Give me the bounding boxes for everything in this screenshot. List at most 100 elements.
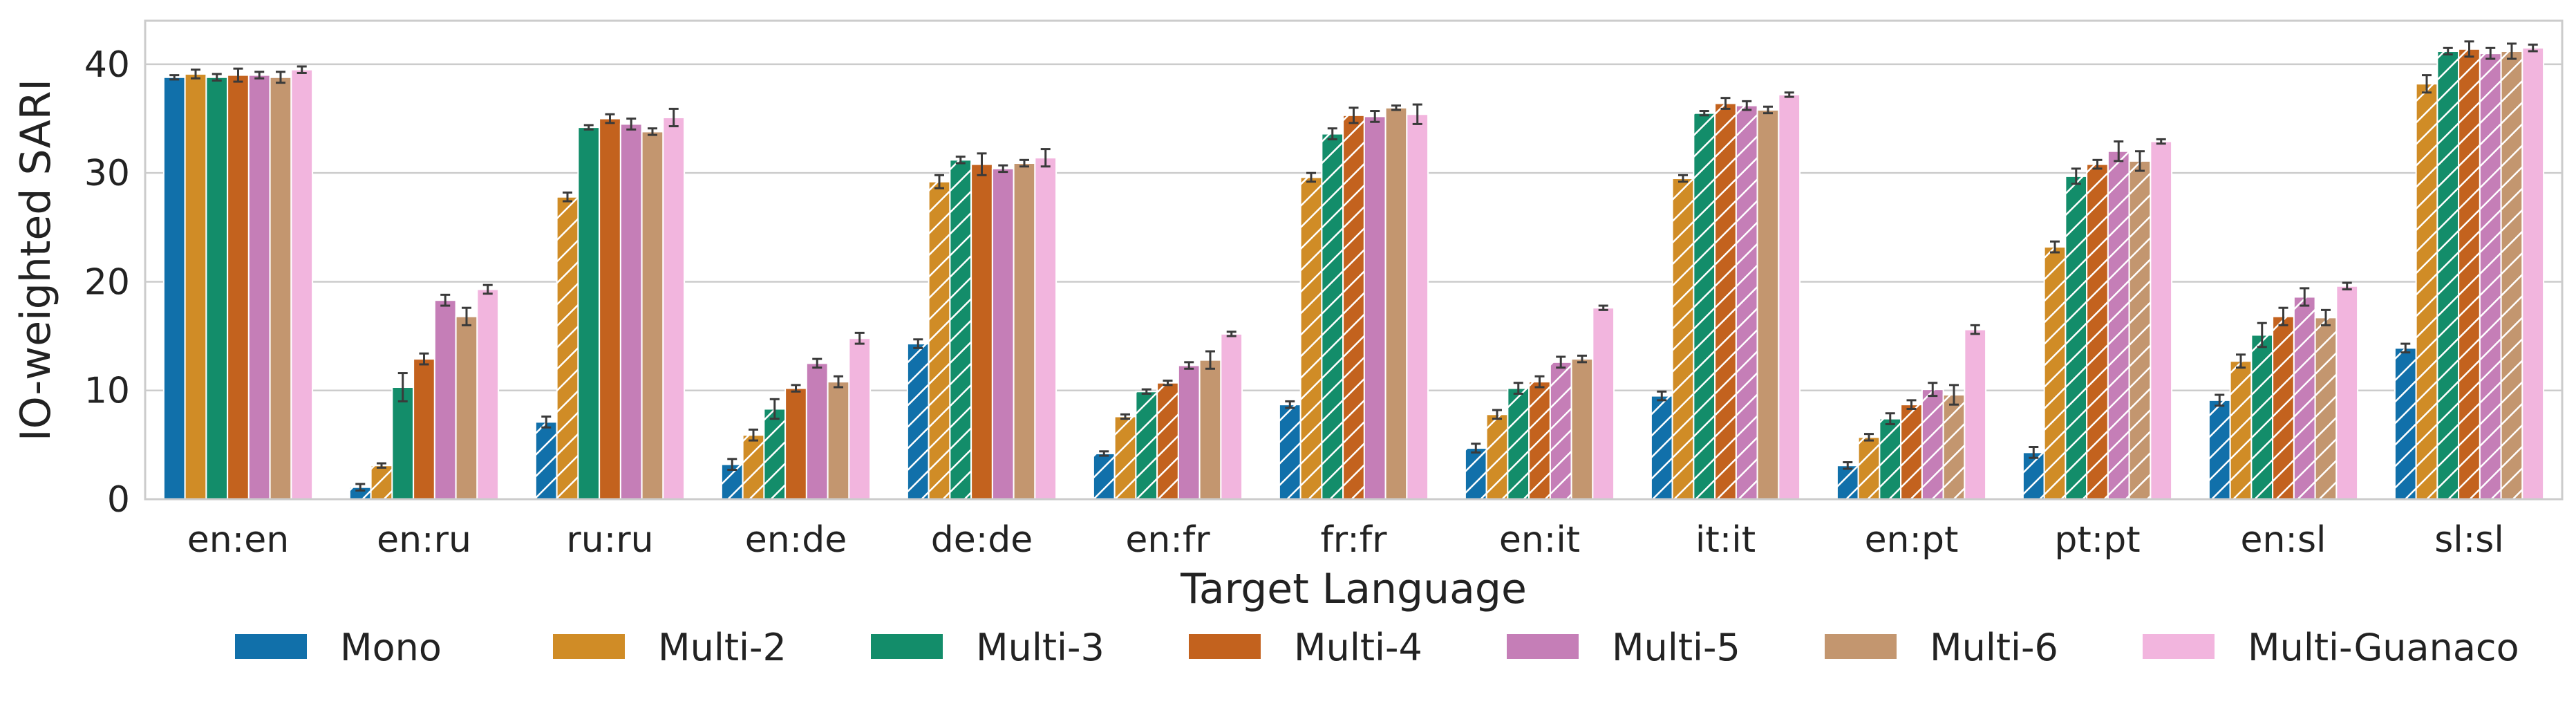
x-tick-label: en:en xyxy=(187,519,289,561)
bar-hatch xyxy=(2501,51,2523,499)
bar-hatch xyxy=(1836,465,1859,499)
bar-hatch xyxy=(2394,348,2416,499)
x-tick-label: fr:fr xyxy=(1321,519,1388,561)
bar-multi-4-en-ru xyxy=(413,358,435,500)
legend-swatch-multi-2 xyxy=(553,634,625,659)
x-tick-label: en:sl xyxy=(2240,519,2326,561)
bar-hatch xyxy=(2065,176,2087,499)
bar-hatch xyxy=(2293,297,2315,499)
bar-hatch xyxy=(1921,389,1944,499)
legend-swatch-multi-5 xyxy=(1507,634,1579,659)
bar-multi-5-fr-fr xyxy=(1363,115,1386,500)
bar-multi-5-en-de xyxy=(805,362,829,501)
bar-multi-guanaco-en-it xyxy=(1592,307,1615,500)
bar-hatch xyxy=(2230,361,2252,499)
bar-hatch xyxy=(1136,391,1158,499)
bar-hatch xyxy=(1322,133,1344,500)
bar-multi-6-en-it xyxy=(1570,358,1594,500)
bar-hatch xyxy=(1093,453,1115,499)
bar-multi-4-en-en xyxy=(227,74,250,501)
bar-multi-6-de-de xyxy=(1013,162,1036,500)
bar-hatch xyxy=(1157,382,1178,499)
bar-hatch xyxy=(1279,404,1301,499)
bar-hatch xyxy=(928,181,950,499)
x-tick-label: en:ru xyxy=(377,519,471,561)
bar-multi-3-en-en xyxy=(205,76,229,501)
bar-hatch xyxy=(2273,316,2294,499)
bar-multi-4-de-de xyxy=(970,163,993,500)
bar-hatch xyxy=(1858,437,1880,499)
bar-multi-4-ru-ru xyxy=(599,118,621,500)
bar-multi-guanaco-sl-sl xyxy=(2521,47,2545,501)
x-tick-label: sl:sl xyxy=(2434,519,2504,561)
x-tick-labels: en:en en:ru ru:ru en:de de:de en:fr fr:fr en:it… xyxy=(187,519,2504,561)
y-tick-label: 40 xyxy=(84,44,130,86)
legend-label-multi-4: Multi-4 xyxy=(1294,626,1422,669)
bar-hatch xyxy=(2479,53,2501,499)
bar-hatch xyxy=(2044,247,2066,499)
x-tick-label: pt:pt xyxy=(2054,519,2140,561)
bar-hatch xyxy=(349,487,371,499)
bar-hatch xyxy=(1736,105,1758,499)
bar-hatch xyxy=(370,465,393,499)
y-tick-labels: 0 10 20 30 40 xyxy=(84,44,130,521)
bar-hatch xyxy=(764,409,786,499)
bar-multi-guanaco-en-sl xyxy=(2335,285,2359,500)
legend-label-multi-5: Multi-5 xyxy=(1612,626,1740,669)
bar-multi-guanaco-en-fr xyxy=(1220,333,1243,501)
x-axis-label: Target Language xyxy=(1180,565,1527,613)
bar-multi-6-ru-ru xyxy=(641,131,664,501)
bar-multi-guanaco-de-de xyxy=(1034,157,1057,500)
legend-label-mono: Mono xyxy=(340,626,442,669)
x-tick-label: en:fr xyxy=(1125,519,1210,561)
bar-multi-5-ru-ru xyxy=(619,123,643,500)
bar-multi-guanaco-en-pt xyxy=(1964,328,1987,500)
bar-hatch xyxy=(535,422,557,499)
bar-multi-6-fr-fr xyxy=(1384,106,1408,500)
bar-hatch xyxy=(2315,317,2337,499)
x-tick-label: en:it xyxy=(1499,519,1580,561)
bar-multi-3-en-ru xyxy=(391,387,415,500)
bar-hatch xyxy=(2251,335,2273,499)
bar-hatch xyxy=(1715,103,1736,499)
x-tick-label: de:de xyxy=(931,519,1033,561)
legend-label-multi-2: Multi-2 xyxy=(658,626,787,669)
bar-hatch xyxy=(2437,51,2459,499)
bar-hatch xyxy=(1300,177,1322,499)
bar-hatch xyxy=(2129,160,2151,499)
bar-hatch xyxy=(1879,418,1901,499)
bar-hatch xyxy=(1672,178,1694,499)
legend-label-multi-guanaco: Multi-Guanaco xyxy=(2248,626,2519,669)
bar-multi-5-en-ru xyxy=(433,299,457,500)
bar-hatch xyxy=(950,160,972,500)
bar-hatch xyxy=(1114,416,1136,499)
bar-hatch xyxy=(742,435,764,499)
bar-multi-5-en-en xyxy=(247,74,271,501)
bar-multi-5-en-fr xyxy=(1177,364,1201,501)
bar-multi-guanaco-en-en xyxy=(290,68,314,501)
legend-swatch-multi-6 xyxy=(1825,634,1897,659)
bar-hatch xyxy=(1465,448,1487,499)
bar-multi-6-en-fr xyxy=(1198,359,1222,501)
x-tick-label: ru:ru xyxy=(566,519,653,561)
legend: Mono Multi-2 Multi-3 Multi-4 Multi-5 Multi-6 M… xyxy=(235,626,2519,669)
bar-hatch xyxy=(1343,115,1364,499)
bar-hatch xyxy=(1901,404,1922,499)
bar-multi-6-en-en xyxy=(269,76,292,501)
bar-hatch xyxy=(1693,113,1715,499)
legend-swatch-mono xyxy=(235,634,307,659)
bar-hatch xyxy=(556,196,579,499)
bar-hatch xyxy=(1651,395,1673,499)
y-axis-label: IO-weighted SARI xyxy=(12,79,60,441)
error-bars-layer xyxy=(169,40,2538,492)
bar-hatch xyxy=(2087,164,2108,499)
legend-swatch-multi-3 xyxy=(871,634,943,659)
bar-multi-4-en-de xyxy=(784,387,807,501)
legend-swatch-multi-4 xyxy=(1189,634,1261,659)
y-tick-label: 10 xyxy=(84,371,130,412)
plot-frame xyxy=(144,19,2564,501)
bar-multi-guanaco-pt-pt xyxy=(2150,140,2173,500)
y-tick-label: 30 xyxy=(84,153,130,194)
y-tick-label: 0 xyxy=(107,479,130,521)
